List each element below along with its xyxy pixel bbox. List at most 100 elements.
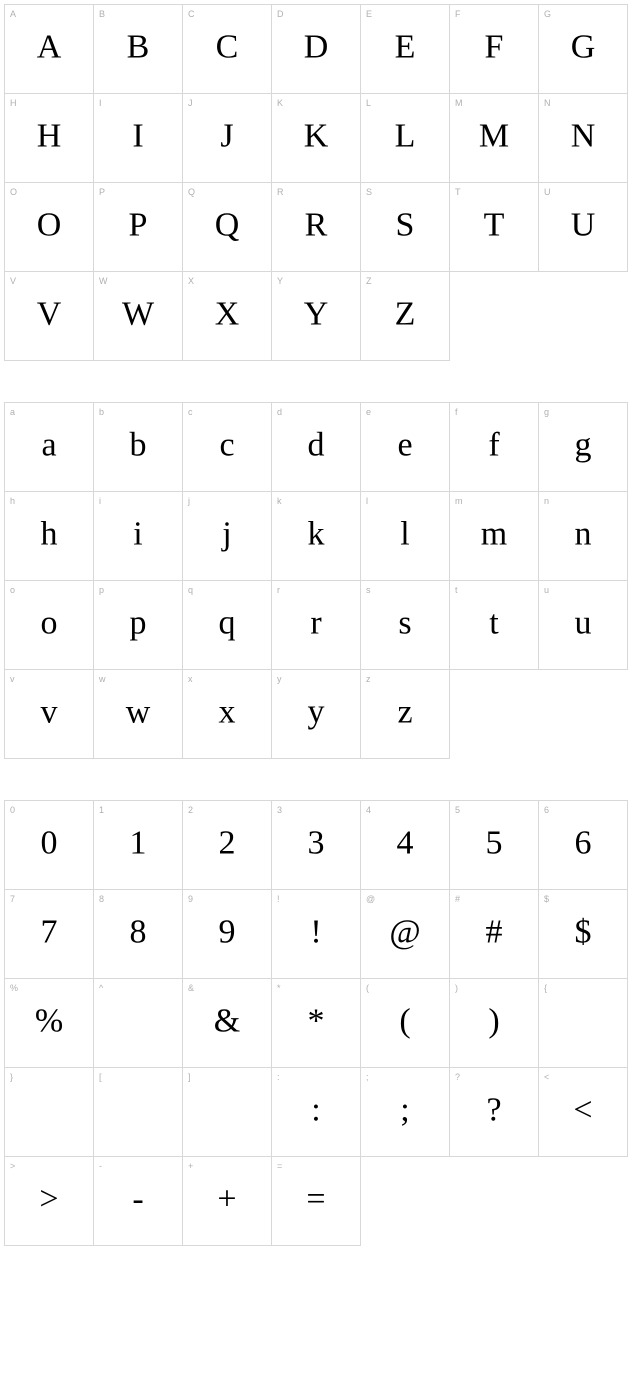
glyph-cell: 44: [360, 800, 450, 890]
glyph-display: d: [308, 428, 325, 462]
glyph-cell: YY: [271, 271, 361, 361]
glyph-cell: >>: [4, 1156, 94, 1246]
glyph-display: u: [575, 606, 592, 640]
glyph-label: n: [544, 496, 549, 506]
glyph-label: p: [99, 585, 104, 595]
glyph-label: Q: [188, 187, 195, 197]
glyph-cell: BB: [93, 4, 183, 94]
glyph-display: K: [304, 119, 329, 153]
glyph-display: W: [122, 297, 154, 331]
glyph-display: ?: [486, 1093, 501, 1127]
glyph-label: c: [188, 407, 193, 417]
glyph-cell: ZZ: [360, 271, 450, 361]
glyph-label: A: [10, 9, 16, 19]
glyph-label: (: [366, 983, 369, 993]
glyph-label: U: [544, 187, 551, 197]
glyph-label: &: [188, 983, 194, 993]
glyph-cell: TT: [449, 182, 539, 272]
glyph-cell: {: [538, 978, 628, 1068]
glyph-cell: $$: [538, 889, 628, 979]
glyph-label: x: [188, 674, 193, 684]
glyph-display: 8: [130, 915, 147, 949]
glyph-display: :: [311, 1093, 320, 1127]
glyph-label: 3: [277, 805, 282, 815]
glyph-cell: nn: [538, 491, 628, 581]
glyph-display: H: [37, 119, 62, 153]
glyph-display: z: [397, 695, 412, 729]
glyph-display: 4: [397, 826, 414, 860]
glyph-grid: AABBCCDDEEFFGGHHIIJJKKLLMMNNOOPPQQRRSSTT…: [4, 4, 634, 360]
glyph-cell: @@: [360, 889, 450, 979]
glyph-label: 4: [366, 805, 371, 815]
glyph-label: I: [99, 98, 102, 108]
glyph-display: P: [129, 208, 148, 242]
glyph-cell: FF: [449, 4, 539, 94]
glyph-display: 9: [219, 915, 236, 949]
glyph-label: !: [277, 894, 280, 904]
glyph-label: 9: [188, 894, 193, 904]
glyph-display: J: [220, 119, 233, 153]
glyph-label: 0: [10, 805, 15, 815]
glyph-display: I: [132, 119, 143, 153]
glyph-display: +: [217, 1182, 236, 1216]
glyph-cell: mm: [449, 491, 539, 581]
glyph-label: O: [10, 187, 17, 197]
glyph-label: 6: [544, 805, 549, 815]
glyph-display: 6: [575, 826, 592, 860]
glyph-display: 3: [308, 826, 325, 860]
glyph-cell: MM: [449, 93, 539, 183]
glyph-label: S: [366, 187, 372, 197]
glyph-display: y: [308, 695, 325, 729]
glyph-cell: ??: [449, 1067, 539, 1157]
glyph-cell: pp: [93, 580, 183, 670]
glyph-display: T: [484, 208, 505, 242]
glyph-cell: 00: [4, 800, 94, 890]
glyph-display: m: [481, 517, 507, 551]
glyph-cell: %%: [4, 978, 94, 1068]
glyph-display: r: [310, 606, 321, 640]
glyph-label: e: [366, 407, 371, 417]
glyph-cell: AA: [4, 4, 94, 94]
glyph-cell: ff: [449, 402, 539, 492]
glyph-cell: ss: [360, 580, 450, 670]
glyph-cell: II: [93, 93, 183, 183]
glyph-label: 5: [455, 805, 460, 815]
glyph-label: N: [544, 98, 551, 108]
glyph-display: q: [219, 606, 236, 640]
glyph-cell: ww: [93, 669, 183, 759]
glyph-display: x: [219, 695, 236, 729]
glyph-display: g: [575, 428, 592, 462]
glyph-label: +: [188, 1161, 193, 1171]
glyph-label: ): [455, 983, 458, 993]
glyph-cell: ::: [271, 1067, 361, 1157]
glyph-label: z: [366, 674, 371, 684]
glyph-display: (: [399, 1004, 410, 1038]
glyph-display: R: [305, 208, 328, 242]
glyph-label: V: [10, 276, 16, 286]
glyph-cell: rr: [271, 580, 361, 670]
glyph-display: f: [488, 428, 499, 462]
glyph-label: Y: [277, 276, 283, 286]
glyph-label: D: [277, 9, 284, 19]
glyph-display: t: [489, 606, 498, 640]
glyph-display: V: [37, 297, 62, 331]
glyph-label: q: [188, 585, 193, 595]
glyph-grid: 00112233445566778899!!@@##$$%%^&&**(()){…: [4, 800, 634, 1245]
glyph-cell: ==: [271, 1156, 361, 1246]
glyph-cell: vv: [4, 669, 94, 759]
glyph-cell: DD: [271, 4, 361, 94]
glyph-label: ]: [188, 1072, 191, 1082]
glyph-label: 8: [99, 894, 104, 904]
glyph-label: l: [366, 496, 368, 506]
glyph-display: e: [397, 428, 412, 462]
glyph-display: *: [308, 1004, 325, 1038]
glyph-label: B: [99, 9, 105, 19]
glyph-display: E: [395, 30, 416, 64]
glyph-cell: EE: [360, 4, 450, 94]
glyph-display: =: [306, 1182, 325, 1216]
glyph-label: $: [544, 894, 549, 904]
glyph-label: t: [455, 585, 458, 595]
glyph-label: u: [544, 585, 549, 595]
glyph-label: y: [277, 674, 282, 684]
glyph-label: T: [455, 187, 461, 197]
